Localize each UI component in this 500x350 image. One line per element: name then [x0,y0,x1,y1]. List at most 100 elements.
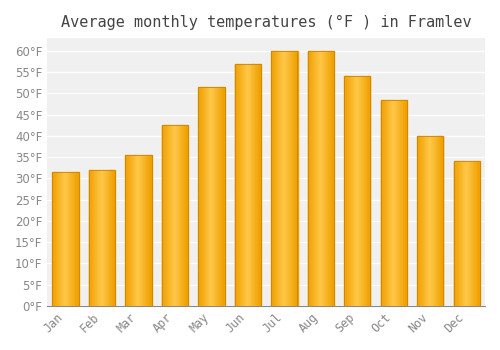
Bar [463,161,464,306]
Bar [69,172,70,306]
Bar [271,51,272,306]
Bar [438,136,439,306]
Bar [332,51,334,306]
Bar [234,64,261,306]
Bar [461,161,462,306]
Bar [254,64,255,306]
Bar [162,125,163,306]
Bar [94,170,95,306]
Bar [286,51,287,306]
Bar [432,136,433,306]
Bar [349,76,350,306]
Bar [134,155,135,306]
Bar [167,125,168,306]
Bar [272,51,273,306]
Bar [212,87,214,306]
Bar [166,125,167,306]
Bar [273,51,274,306]
Bar [455,161,456,306]
Bar [347,76,348,306]
Bar [260,64,261,306]
Bar [183,125,184,306]
Bar [91,170,92,306]
Bar [220,87,222,306]
Bar [389,100,390,306]
Bar [89,170,90,306]
Bar [141,155,142,306]
Bar [362,76,364,306]
Bar [206,87,207,306]
Bar [421,136,422,306]
Bar [209,87,210,306]
Bar [326,51,327,306]
Bar [244,64,246,306]
Bar [223,87,224,306]
Bar [106,170,107,306]
Bar [202,87,203,306]
Bar [169,125,170,306]
Bar [58,172,59,306]
Bar [423,136,424,306]
Bar [403,100,404,306]
Bar [210,87,211,306]
Bar [185,125,186,306]
Bar [60,172,61,306]
Bar [311,51,312,306]
Bar [398,100,399,306]
Bar [476,161,478,306]
Bar [419,136,420,306]
Bar [395,100,396,306]
Bar [179,125,180,306]
Bar [178,125,179,306]
Bar [137,155,138,306]
Bar [111,170,112,306]
Bar [94,170,96,306]
Bar [320,51,321,306]
Bar [92,170,93,306]
Bar [431,136,432,306]
Bar [427,136,428,306]
Bar [52,172,53,306]
Bar [406,100,407,306]
Bar [319,51,320,306]
Bar [66,172,67,306]
Bar [426,136,427,306]
Bar [70,172,72,306]
Bar [291,51,292,306]
Bar [207,87,208,306]
Bar [387,100,388,306]
Bar [65,172,66,306]
Bar [165,125,166,306]
Bar [90,170,91,306]
Bar [315,51,316,306]
Bar [89,170,115,306]
Bar [380,100,382,306]
Bar [457,161,458,306]
Bar [401,100,402,306]
Bar [204,87,205,306]
Bar [72,172,74,306]
Bar [126,155,128,306]
Bar [360,76,362,306]
Bar [478,161,480,306]
Bar [424,136,425,306]
Bar [380,100,407,306]
Bar [62,172,63,306]
Bar [400,100,401,306]
Bar [468,161,469,306]
Bar [170,125,171,306]
Bar [404,100,405,306]
Bar [181,125,182,306]
Bar [287,51,288,306]
Bar [102,170,104,306]
Bar [443,136,444,306]
Bar [218,87,220,306]
Bar [363,76,364,306]
Bar [345,76,346,306]
Bar [67,172,68,306]
Bar [322,51,323,306]
Bar [456,161,457,306]
Bar [364,76,365,306]
Bar [257,64,258,306]
Bar [309,51,310,306]
